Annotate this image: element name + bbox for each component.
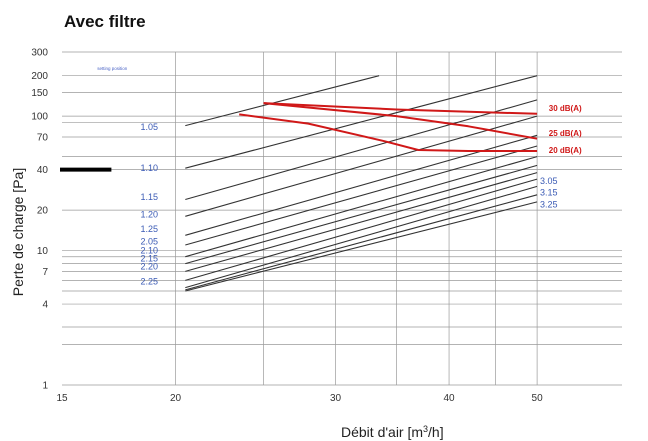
setting-label: 2.05 bbox=[141, 236, 159, 246]
y-tick-label: 10 bbox=[37, 246, 49, 257]
series-line-30-db-a- bbox=[263, 102, 538, 115]
chart-title: Avec filtre bbox=[64, 12, 146, 31]
y-tick-label: 1 bbox=[42, 381, 48, 392]
setting-label: 1.20 bbox=[141, 210, 159, 220]
series-line-1-20 bbox=[185, 115, 538, 217]
x-tick-label: 15 bbox=[56, 393, 68, 404]
y-axis-label: Perte de charge [Pa] bbox=[10, 168, 26, 296]
y-tick-label: 100 bbox=[31, 112, 48, 123]
y-tick-label: 4 bbox=[42, 300, 48, 311]
series-line-2-05 bbox=[185, 145, 538, 246]
series-line-1-05 bbox=[185, 75, 380, 127]
series-line-2-20 bbox=[185, 172, 538, 272]
x-tick-label: 40 bbox=[443, 393, 455, 404]
series-line-25-db-a- bbox=[263, 102, 538, 140]
setting-label: 2.25 bbox=[141, 276, 159, 286]
x-tick-label: 50 bbox=[532, 393, 544, 404]
axis-ticks: 1 4 7 10 20 40 70 100 150 200 300 15 20 30 40 50 bbox=[31, 48, 543, 405]
gridlines bbox=[62, 51, 622, 386]
x-axis-label-tail: /h] bbox=[428, 424, 444, 440]
x-tick-label: 30 bbox=[330, 393, 342, 404]
series-line-20-db-a- bbox=[239, 113, 538, 152]
y-tick-label: 20 bbox=[37, 206, 49, 217]
setting-position-annotation: setting position bbox=[97, 66, 128, 71]
setting-label: 2.10 bbox=[141, 246, 159, 256]
series-line-1-10 bbox=[185, 75, 538, 169]
series-line-3-25 bbox=[185, 201, 538, 292]
setting-label: 3.15 bbox=[540, 188, 558, 198]
x-axis-label-main: Débit d'air [m bbox=[341, 424, 423, 440]
series-line-2-25 bbox=[185, 178, 538, 281]
series-line-3-15 bbox=[185, 194, 538, 291]
setting-label: 1.05 bbox=[141, 122, 159, 132]
y-tick-label: 200 bbox=[31, 71, 48, 82]
x-axis-label: Débit d'air [m3/h] bbox=[341, 424, 444, 440]
x-axis-label-sup: 3 bbox=[423, 424, 428, 434]
setting-label: 2.15 bbox=[141, 254, 159, 264]
dba-label: 25 dB(A) bbox=[549, 129, 582, 138]
setting-label: 1.15 bbox=[141, 192, 159, 202]
setting-label: 1.10 bbox=[141, 163, 159, 173]
dba-label: 30 dB(A) bbox=[549, 104, 582, 113]
y-tick-label: 150 bbox=[31, 88, 48, 99]
series-lines bbox=[60, 75, 538, 292]
series-line-2-10 bbox=[185, 156, 538, 258]
setting-label: 1.25 bbox=[141, 224, 159, 234]
y-tick-label: 7 bbox=[42, 267, 48, 278]
series-line-1-15 bbox=[185, 99, 538, 201]
setting-label: 2.20 bbox=[141, 262, 159, 272]
y-tick-label: 40 bbox=[37, 165, 49, 176]
curve-labels: 1.05 1.10 1.15 1.20 1.25 2.052.102.152.20 2.25… bbox=[141, 104, 582, 286]
y-tick-label: 300 bbox=[31, 48, 48, 59]
setting-label: 3.25 bbox=[540, 200, 558, 210]
y-tick-label: 70 bbox=[37, 132, 49, 143]
setting-label: 3.05 bbox=[540, 176, 558, 186]
series-line-2-15 bbox=[185, 164, 538, 265]
x-tick-label: 20 bbox=[170, 393, 182, 404]
series-line-3-05 bbox=[185, 185, 538, 289]
dba-label: 20 dB(A) bbox=[549, 146, 582, 155]
